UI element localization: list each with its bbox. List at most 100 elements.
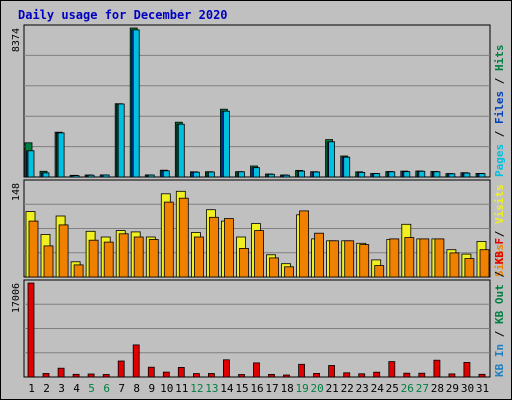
x-tick-label-day-24: 24 [371,382,385,395]
middle-bar-sites-day-14 [223,218,234,278]
bottom-bar-kb-f-day-7 [117,360,125,378]
bottom-bar-kb-f-day-30 [463,361,471,378]
middle-bar-sites-day-17 [269,257,279,278]
x-tick-label-day-8: 8 [133,382,140,395]
bottom-bar-kb-f-day-27 [418,372,426,378]
x-tick-label-day-31: 31 [476,382,489,395]
bottom-bar-kb-f-day-10 [162,371,170,378]
x-tick-label-day-19: 19 [295,382,308,395]
x-tick-label-day-9: 9 [148,382,155,395]
bottom-bar-kb-f-day-19 [298,363,306,378]
x-tick-label-day-1: 1 [28,382,35,395]
legend-item-files: Files [493,91,506,124]
legend-item-hits: Hits [493,45,506,72]
x-tick-label-day-16: 16 [250,382,263,395]
middle-bar-sites-day-27 [419,238,430,278]
middle-bar-sites-day-4 [73,264,84,278]
top-bar-pages-day-29 [448,173,456,178]
legend-item-visits: Visits [493,184,506,224]
top-bar-pages-day-4 [72,175,80,178]
x-tick-label-day-4: 4 [73,382,80,395]
x-tick-label-day-6: 6 [103,382,110,395]
x-tick-label-day-14: 14 [220,382,234,395]
top-bar-pages-day-24 [373,173,381,178]
bottom-bar-kb-f-day-9 [147,366,155,378]
bottom-bar-kb-f-day-31 [478,373,486,378]
top-bar-pages-day-27 [418,170,426,178]
top-bar-pages-day-20 [313,171,321,178]
top-bar-pages-day-6 [102,174,110,178]
legend-separator: / [493,71,506,91]
middle-bar-sites-day-10 [163,201,174,278]
bottom-bar-kb-f-day-23 [358,373,366,378]
middle-bar-sites-day-5 [88,239,99,278]
bottom-bar-kb-f-day-3 [57,367,65,378]
top-bar-pages-day-15 [238,171,245,178]
top-bar-pages-day-22 [343,156,351,178]
middle-bar-sites-day-7 [118,233,129,278]
middle-bar-sites-day-11 [178,197,189,278]
x-tick-label-day-7: 7 [118,382,125,395]
x-tick-label-day-22: 22 [341,382,354,395]
middle-bar-sites-day-19 [299,210,310,278]
top-bar-pages-day-10 [162,170,170,178]
top-bar-pages-day-19 [298,170,306,178]
legend-item-kb-f: KB F [493,238,506,265]
bottom-bar-kb-f-day-21 [328,365,336,378]
top-bar-pages-day-13 [207,171,215,178]
bottom-bar-kb-f-day-17 [268,373,275,378]
bottom-bar-kb-f-day-25 [388,361,396,378]
top-bar-pages-day-26 [403,171,411,178]
x-tick-label-day-23: 23 [356,382,369,395]
x-tick-label-day-12: 12 [190,382,203,395]
x-tick-label-day-11: 11 [175,382,188,395]
x-tick-label-day-27: 27 [416,382,429,395]
x-tick-label-day-26: 26 [401,382,414,395]
bottom-bar-kb-f-day-6 [102,374,110,378]
bottom-bar-kb-f-day-2 [42,373,50,378]
x-tick-label-day-29: 29 [446,382,459,395]
bottom-bar-kb-f-day-12 [192,373,200,378]
middle-bar-sites-day-1 [28,220,39,278]
middle-bar-sites-day-15 [239,247,249,278]
legend-separator: / [493,124,506,144]
bottom-y-max-label: 17006 [11,283,22,313]
bottom-bar-kb-f-day-13 [207,373,215,378]
legend-item-kb-in: KB In [493,344,506,377]
middle-bar-sites-day-31 [479,249,490,278]
bottom-bar-kb-f-day-14 [222,359,230,378]
middle-bar-sites-day-24 [374,265,385,278]
top-bar-pages-day-5 [87,174,95,178]
top-bar-pages-day-12 [192,171,200,178]
top-bar-pages-day-21 [328,141,336,178]
middle-bar-sites-day-22 [344,240,355,278]
top-bar-pages-day-8 [132,29,140,178]
top-bar-pages-day-14 [222,110,230,178]
middle-bar-sites-day-18 [284,266,294,278]
middle-bar-sites-day-16 [254,230,264,278]
middle-bar-sites-day-23 [359,244,370,278]
x-tick-label-day-30: 30 [461,382,474,395]
middle-bar-sites-day-3 [58,224,69,278]
bottom-bar-kb-f-day-18 [283,374,290,378]
bottom-bar-kb-f-day-26 [403,372,411,378]
bottom-bar-kb-f-day-29 [448,373,456,378]
legend-separator: / [493,324,506,344]
middle-bar-sites-day-28 [434,238,445,278]
middle-bar-sites-day-12 [193,236,204,278]
x-tick-label-day-20: 20 [310,382,323,395]
middle-legend: Sites / Visits [493,184,506,277]
x-tick-label-day-10: 10 [160,382,173,395]
bottom-bar-kb-f-day-16 [253,362,260,378]
middle-bar-sites-day-29 [449,252,460,278]
top-bar-pages-day-3 [57,132,65,178]
top-plot-area [23,24,491,178]
middle-bar-sites-day-25 [389,238,400,278]
middle-bar-sites-day-30 [464,258,475,278]
bottom-bar-kb-f-day-15 [238,374,245,378]
top-bar-pages-day-16 [253,167,260,178]
legend-separator: / [493,224,506,244]
bottom-bar-kb-f-day-5 [87,373,95,378]
top-bar-pages-day-23 [358,171,366,178]
